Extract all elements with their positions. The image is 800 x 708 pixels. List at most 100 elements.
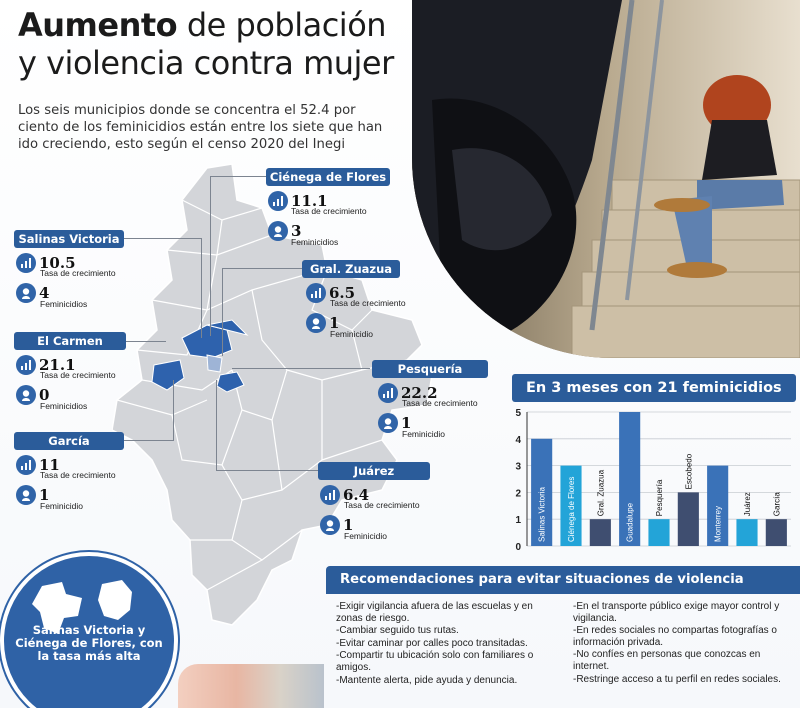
callout-text: Salinas Victoria y Ciénega de Flores, co…	[15, 623, 163, 663]
growth-stat: 11	[16, 455, 60, 475]
category-label: Pesquería	[655, 479, 664, 516]
muni-name: Salinas Victoria	[14, 230, 124, 248]
growth-value: 6.4	[343, 485, 370, 504]
muni-name: García	[14, 432, 124, 450]
title-rest: de población	[177, 6, 387, 44]
leader-pesqueria	[232, 368, 370, 369]
muni-name: Juárez	[318, 462, 430, 480]
municipality-silhouettes-icon	[32, 580, 132, 634]
recommendation-item: -Compartir tu ubicación solo con familia…	[336, 650, 534, 673]
growth-chart-icon	[268, 191, 288, 211]
femicide-value: 1	[39, 485, 50, 504]
femicide-label: Feminicidios	[291, 237, 339, 247]
femicide-label: Feminicidio	[330, 329, 373, 339]
woman-head-icon	[16, 385, 36, 405]
chart-title: En 3 meses con 21 feminicidios	[512, 374, 796, 402]
recommendation-item: -Mantente alerta, pide ayuda y denuncia.	[336, 674, 518, 686]
y-tick-label: 5	[515, 408, 521, 419]
callout-circle	[4, 556, 174, 708]
recommendation-item: -Evitar caminar por calles poco transita…	[336, 637, 528, 649]
growth-value: 11.1	[291, 191, 328, 210]
leader-juarez	[216, 470, 320, 471]
femicide-stat: 0	[16, 385, 49, 405]
growth-label: Tasa de crecimiento	[40, 370, 116, 380]
bar	[677, 492, 699, 546]
category-label: Gral. Zuazua	[596, 469, 605, 516]
y-tick-label: 2	[515, 488, 521, 499]
recommendation-item: -En el transporte público exige mayor co…	[573, 601, 780, 624]
woman-head-icon	[306, 313, 326, 333]
y-tick-label: 3	[515, 462, 521, 473]
growth-value: 22.2	[401, 383, 438, 402]
growth-label: Tasa de crecimiento	[40, 268, 116, 278]
recommendation-item: -En redes sociales no compartas fotograf…	[573, 625, 777, 648]
growth-value: 6.5	[329, 283, 356, 302]
femicide-stat: 1	[378, 413, 411, 433]
femicide-value: 1	[343, 515, 354, 534]
growth-stat: 11.1	[268, 191, 328, 211]
muni-name: El Carmen	[14, 332, 126, 350]
woman-head-icon	[16, 485, 36, 505]
femicide-value: 1	[401, 413, 412, 432]
y-tick-label: 1	[515, 515, 521, 526]
femicide-stat: 1	[320, 515, 353, 535]
woman-head-icon	[16, 283, 36, 303]
growth-chart-icon	[16, 253, 36, 273]
femicide-label: Feminicidios	[40, 401, 88, 411]
leader-salinas-v	[201, 238, 202, 338]
femicide-stat: 1	[16, 485, 49, 505]
leader-garcia	[124, 440, 174, 441]
growth-stat: 21.1	[16, 355, 76, 375]
femicide-label: Feminicidios	[40, 299, 88, 309]
title-line2: y violencia contra mujer	[18, 44, 394, 82]
muni-name: Ciénega de Flores	[266, 168, 390, 186]
femicide-stat: 1	[306, 313, 339, 333]
bar	[707, 465, 729, 546]
category-label: Monterrey	[714, 506, 723, 542]
nuevo-leon-map	[112, 163, 433, 626]
growth-chart-icon	[16, 355, 36, 375]
femicide-label: Feminicidio	[344, 531, 387, 541]
growth-label: Tasa de crecimiento	[40, 470, 116, 480]
growth-label: Tasa de crecimiento	[291, 206, 367, 216]
growth-label: Tasa de crecimiento	[344, 500, 420, 510]
bar	[560, 465, 582, 546]
femicide-bar-chart: 0 1 2 3 4 5 Salinas Victoria Ciénega de Flores G…	[515, 408, 791, 553]
category-label: Ciénega de Flores	[567, 477, 576, 542]
muni-name: Gral. Zuazua	[302, 260, 400, 278]
bar	[765, 519, 787, 546]
growth-stat: 6.5	[306, 283, 355, 303]
leader-juarez-v	[216, 380, 217, 470]
recommendation-item: -Exigir vigilancia afuera de las escuela…	[336, 601, 533, 624]
growth-chart-icon	[320, 485, 340, 505]
category-label: Juárez	[743, 492, 752, 516]
growth-value: 21.1	[39, 355, 76, 374]
recommendation-item: -Restringe acceso a tu perfil en redes s…	[573, 673, 781, 685]
category-label: García	[772, 492, 781, 517]
photo-woman-on-stairs	[412, 0, 800, 358]
growth-stat: 6.4	[320, 485, 369, 505]
y-tick-label: 4	[515, 435, 521, 446]
growth-value: 10.5	[39, 253, 76, 272]
category-label: Salinas Victoria	[538, 486, 547, 542]
bar	[531, 438, 553, 546]
recommendations-col-right: -En el transporte público exige mayor co…	[573, 601, 796, 687]
recommendations-list: -Exigir vigilancia afuera de las escuela…	[336, 601, 796, 687]
recommendations-col-left: -Exigir vigilancia afuera de las escuela…	[336, 601, 559, 687]
title-bold: Aumento	[18, 6, 178, 44]
woman-head-icon	[268, 221, 288, 241]
recommendation-item: -Cambiar seguido tus rutas.	[336, 625, 459, 637]
woman-head-icon	[320, 515, 340, 535]
growth-chart-icon	[16, 455, 36, 475]
leader-carmen	[126, 341, 166, 342]
recommendations-title: Recomendaciones para evitar situaciones …	[326, 566, 800, 594]
femicide-label: Feminicidio	[402, 429, 445, 439]
growth-stat: 10.5	[16, 253, 76, 273]
growth-label: Tasa de crecimiento	[402, 398, 478, 408]
femicide-stat: 4	[16, 283, 49, 303]
woman-head-icon	[378, 413, 398, 433]
femicide-stat: 3	[268, 221, 301, 241]
leader-garcia-v	[173, 380, 174, 440]
page-title: Aumento de población y violencia contra …	[18, 6, 438, 82]
